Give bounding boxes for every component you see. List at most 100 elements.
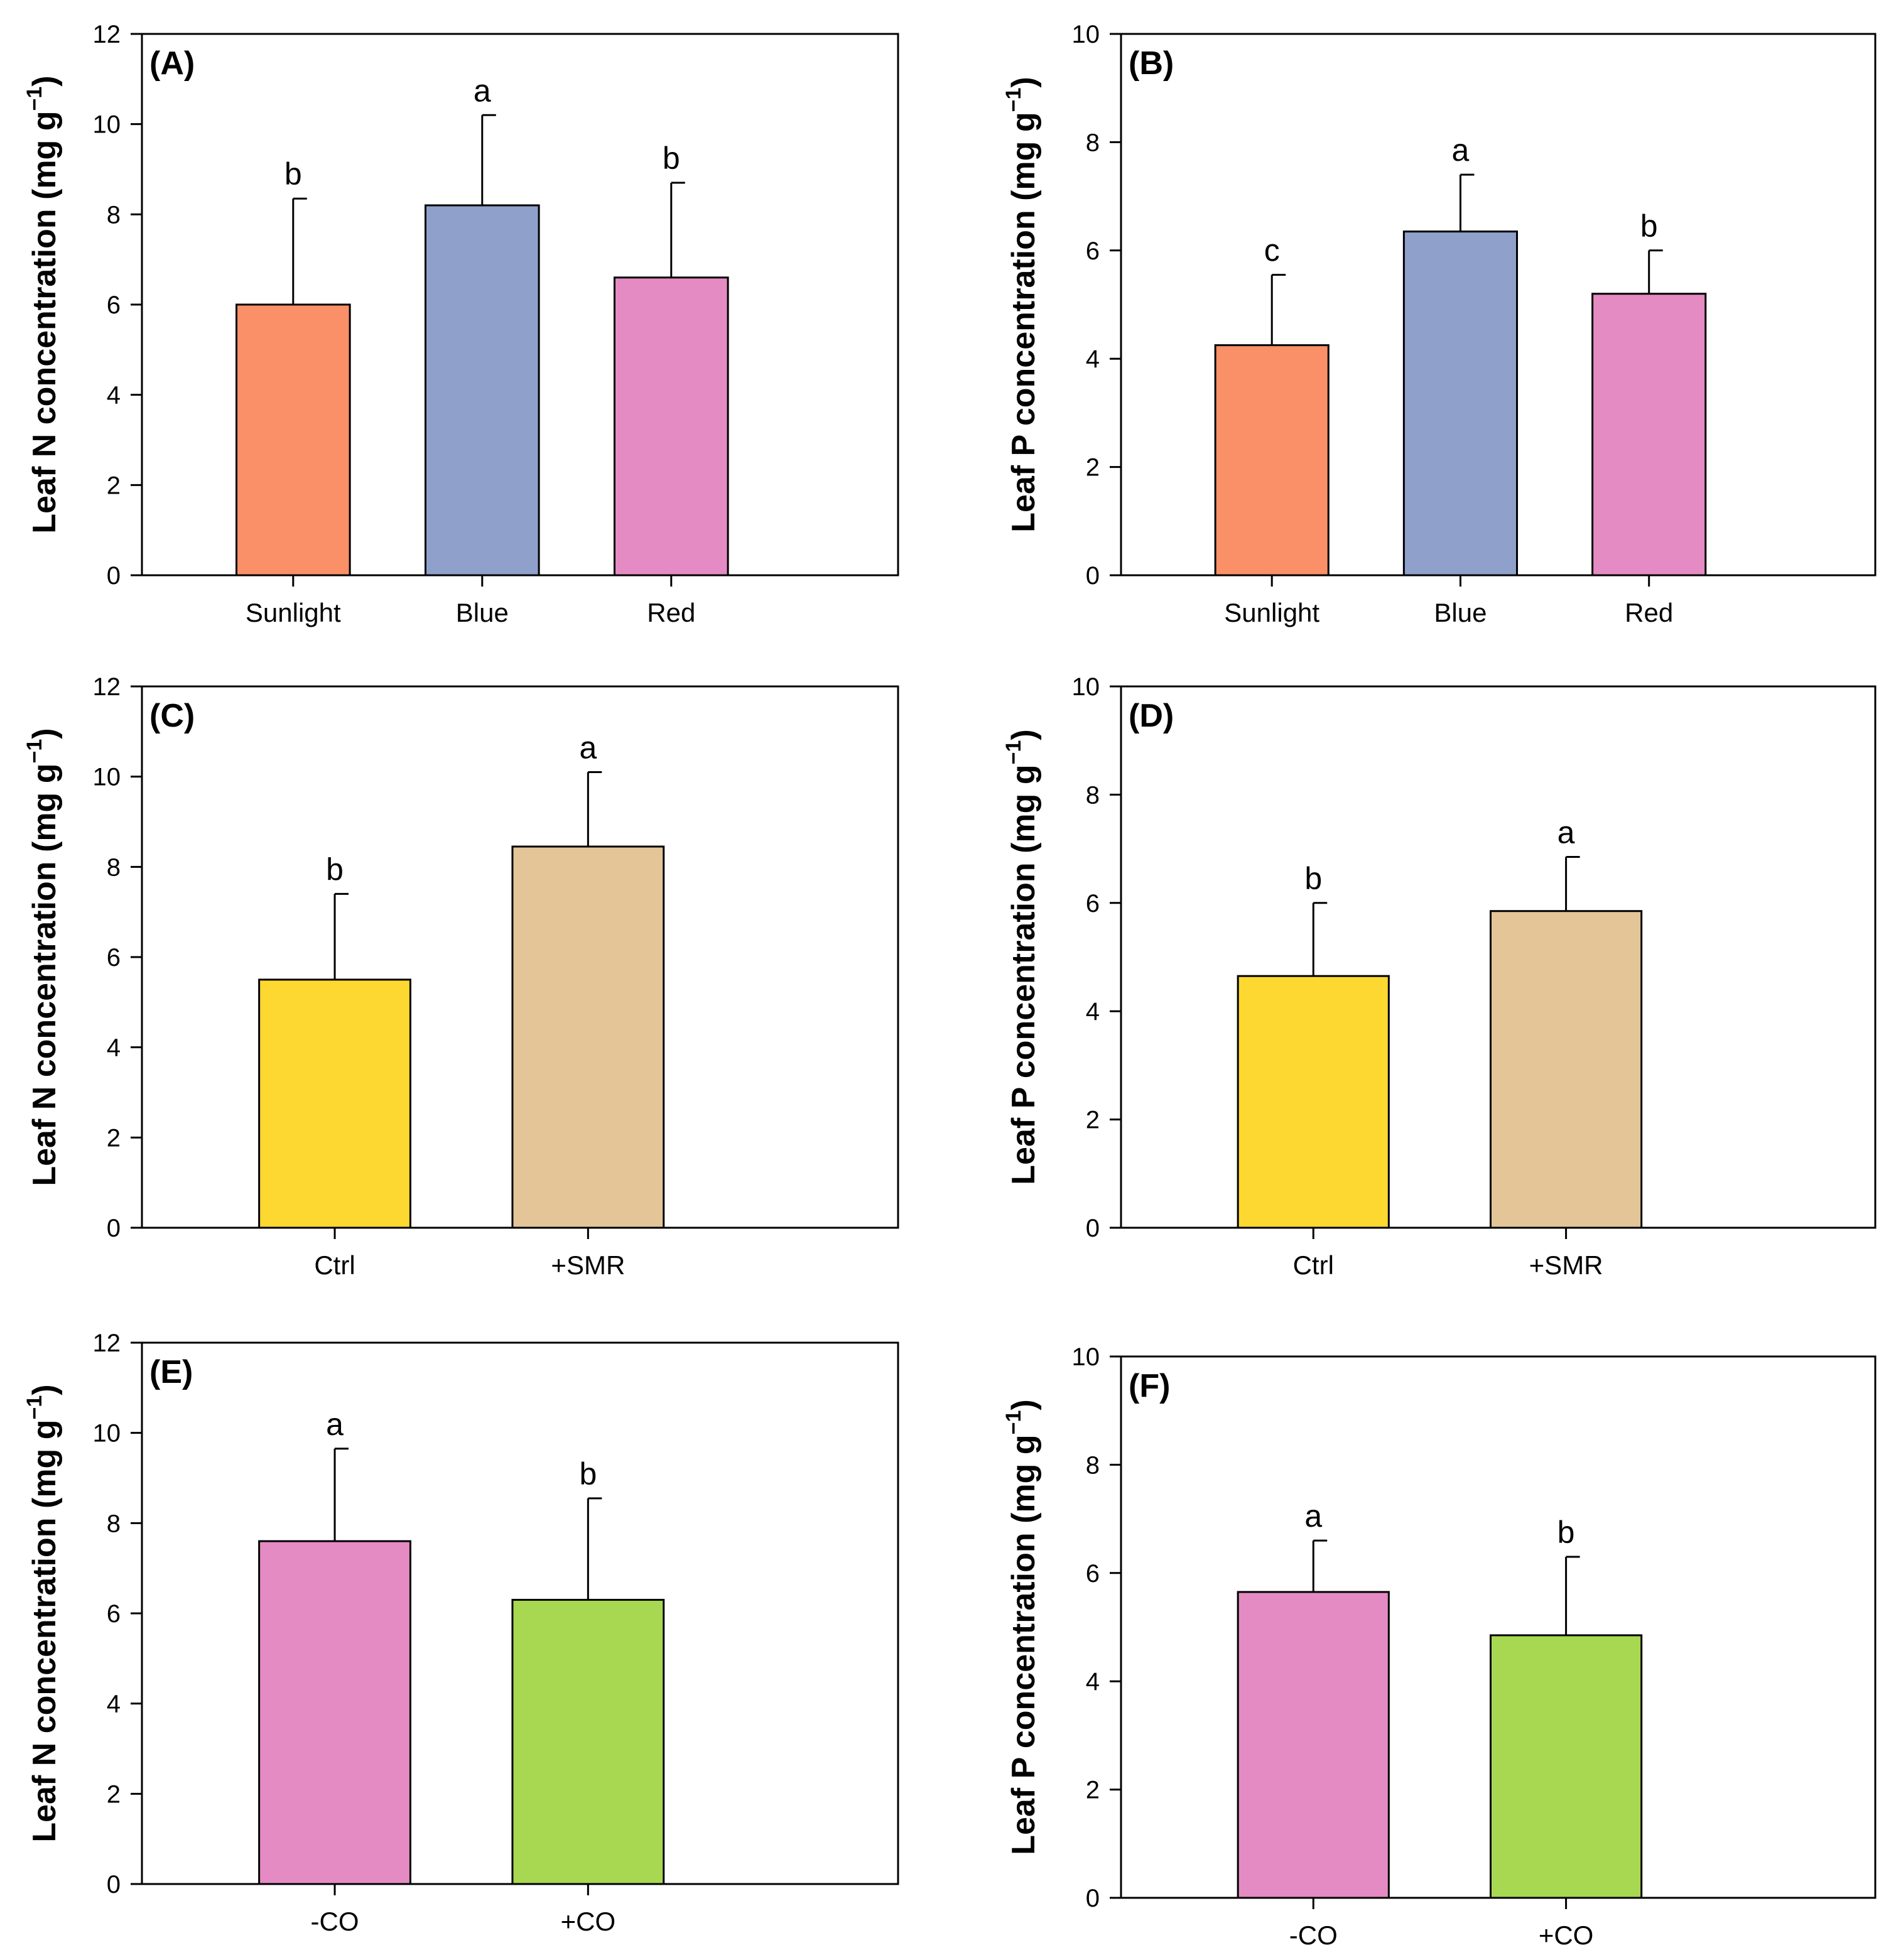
significance-letter: a — [1557, 815, 1575, 850]
y-tick-label: 8 — [107, 201, 121, 229]
y-tick-label: 6 — [107, 291, 121, 319]
y-tick-label: 4 — [107, 1691, 121, 1718]
significance-letter: b — [579, 1456, 597, 1492]
y-tick-label: 12 — [93, 21, 121, 48]
y-tick-label: 2 — [1086, 1777, 1100, 1804]
panel-label: (E) — [149, 1354, 193, 1390]
y-tick-label: 8 — [1086, 781, 1100, 809]
y-axis-title-main: Leaf N concentration (mg g — [26, 111, 63, 533]
y-tick-label: 10 — [93, 764, 121, 791]
x-tick-label: -CO — [311, 1907, 359, 1936]
panel-label: (D) — [1129, 698, 1174, 734]
y-axis-title-main: Leaf N concentration (mg g — [26, 1419, 63, 1842]
panel-c: 0 2 4 6 8 10 12 b Ctrl a +SMR (C) Leaf N concentrati… — [23, 673, 899, 1280]
y-axis-title-close: ) — [1005, 1399, 1042, 1410]
panel-label: (C) — [149, 698, 195, 734]
panel-label: (F) — [1129, 1368, 1170, 1404]
y-tick-label: 0 — [107, 562, 121, 590]
x-tick-label: Red — [647, 598, 695, 627]
x-tick-label: +CO — [561, 1907, 616, 1936]
panel-d: 0 2 4 6 8 10 b Ctrl a +SMR (D) Leaf P concentration… — [1002, 673, 1877, 1280]
y-tick-label: 8 — [1086, 1451, 1100, 1479]
y-tick-label: 2 — [107, 472, 121, 499]
y-axis-title-main: Leaf P concentration (mg g — [1005, 112, 1042, 532]
bar-ctrl — [258, 978, 411, 1229]
bar-red — [614, 276, 729, 577]
y-axis-title-exponent: −1 — [1002, 740, 1026, 765]
significance-letter: b — [1640, 208, 1658, 244]
y-tick-label: 4 — [107, 382, 121, 409]
significance-letter: a — [326, 1407, 344, 1442]
bar-sunlight — [1214, 344, 1330, 577]
x-tick-label: Ctrl — [314, 1250, 355, 1280]
significance-letter: a — [1304, 1498, 1322, 1534]
bar-co — [1237, 1591, 1390, 1899]
y-tick-label: 0 — [107, 1871, 121, 1898]
y-tick-label: 2 — [1086, 1107, 1100, 1134]
y-axis-title-exponent: −1 — [23, 87, 46, 111]
bar-red — [1591, 293, 1707, 577]
x-tick-label: Ctrl — [1293, 1250, 1334, 1280]
y-axis-title-main: Leaf P concentration (mg g — [1005, 764, 1042, 1184]
significance-letter: a — [579, 730, 597, 765]
panel-label: (B) — [1129, 45, 1174, 82]
y-tick-label: 12 — [93, 1329, 121, 1357]
y-tick-label: 12 — [93, 673, 121, 701]
y-tick-label: 0 — [1086, 562, 1100, 590]
bar-co — [1489, 1634, 1643, 1899]
significance-letter: b — [284, 156, 302, 192]
y-tick-label: 8 — [107, 853, 121, 881]
x-tick-label: Red — [1625, 598, 1673, 627]
x-tick-label: -CO — [1289, 1920, 1338, 1950]
y-tick-label: 6 — [107, 1600, 121, 1628]
y-tick-label: 10 — [1072, 673, 1100, 701]
y-axis-title: Leaf P concentration (mg g−1) — [1002, 77, 1042, 532]
y-axis-title: Leaf N concentration (mg g−1) — [23, 75, 63, 533]
y-tick-label: 2 — [1086, 454, 1100, 482]
y-tick-label: 6 — [1086, 890, 1100, 918]
panel-f: 0 2 4 6 8 10 a -CO b +CO (F) Leaf P concentration (… — [1002, 1343, 1877, 1950]
y-axis-title-exponent: −1 — [23, 739, 46, 764]
y-axis-title-exponent: −1 — [23, 1395, 46, 1420]
bar-sunlight — [236, 303, 351, 577]
y-tick-label: 10 — [93, 1420, 121, 1448]
y-tick-label: 6 — [1086, 1560, 1100, 1588]
x-tick-label: +SMR — [551, 1250, 625, 1280]
y-tick-label: 10 — [1072, 1343, 1100, 1371]
y-axis-title-close: ) — [1005, 77, 1042, 87]
x-tick-label: Blue — [1434, 598, 1487, 627]
panel-e: 0 2 4 6 8 10 12 a -CO b +CO (E) Leaf N concentration… — [23, 1329, 899, 1936]
bar-co — [258, 1540, 411, 1885]
x-tick-label: Sunlight — [1224, 598, 1319, 627]
x-tick-label: Blue — [456, 598, 509, 627]
bar-smr — [511, 845, 665, 1229]
y-axis-title-close: ) — [1005, 729, 1042, 740]
significance-letter: b — [1557, 1515, 1575, 1550]
y-tick-label: 4 — [1086, 345, 1100, 373]
y-tick-label: 8 — [1086, 129, 1100, 156]
significance-letter: a — [474, 73, 491, 108]
y-tick-label: 10 — [93, 111, 121, 139]
significance-letter: b — [663, 141, 680, 176]
y-axis-title: Leaf P concentration (mg g−1) — [1002, 1399, 1042, 1854]
y-tick-label: 0 — [1086, 1215, 1100, 1242]
y-axis-title: Leaf N concentration (mg g−1) — [23, 728, 63, 1186]
y-axis-title-close: ) — [26, 728, 63, 739]
panel-b: 0 2 4 6 8 10 c Sunlight a Blue b Red (B) Leaf P conce… — [1002, 21, 1877, 627]
y-axis-title: Leaf P concentration (mg g−1) — [1002, 729, 1042, 1184]
bar-ctrl — [1237, 975, 1390, 1229]
y-tick-label: 4 — [107, 1034, 121, 1062]
x-tick-label: +SMR — [1529, 1250, 1603, 1280]
significance-letter: b — [326, 852, 344, 887]
significance-letter: a — [1452, 133, 1470, 168]
y-tick-label: 0 — [107, 1215, 121, 1242]
panel-label: (A) — [149, 45, 195, 82]
y-axis-title-exponent: −1 — [1002, 88, 1026, 112]
x-tick-label: Sunlight — [246, 598, 341, 627]
y-tick-label: 4 — [1086, 998, 1100, 1026]
panel-a: 0 2 4 6 8 10 12 b Sunlight a Blue b Red (A) Leaf N con… — [23, 21, 899, 627]
y-tick-label: 8 — [107, 1510, 121, 1537]
y-axis-title-exponent: −1 — [1002, 1410, 1026, 1435]
bar-co — [511, 1598, 665, 1885]
